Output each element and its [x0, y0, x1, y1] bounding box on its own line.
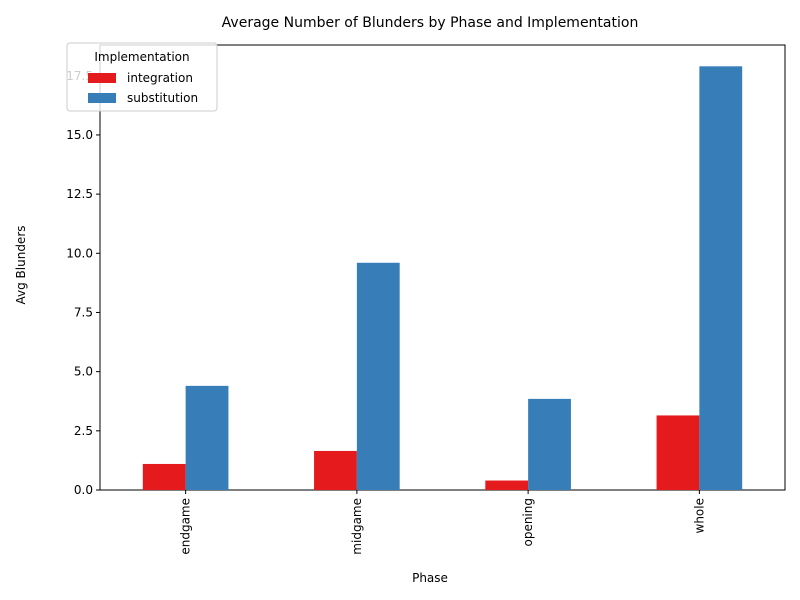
y-tick-label: 2.5	[74, 424, 93, 438]
plot-frame	[99, 44, 786, 491]
y-tick-label: 5.0	[74, 365, 93, 379]
bar-substitution-midgame	[356, 262, 400, 490]
bar-integration-midgame	[314, 450, 357, 490]
y-tick-label: 12.5	[66, 187, 93, 201]
x-axis: endgame midgame opening whole	[179, 490, 706, 555]
x-tick-label-whole: whole	[692, 498, 706, 533]
legend-swatch-integration	[88, 73, 116, 83]
plot-area	[99, 44, 786, 491]
x-tick-label-endgame: endgame	[179, 498, 193, 555]
bars	[142, 66, 743, 490]
legend-swatch-substitution	[88, 93, 116, 103]
legend: Implementation integration substitution	[66, 42, 218, 112]
legend-title: Implementation	[94, 50, 189, 64]
bar-integration-whole	[656, 415, 700, 490]
y-tick-label: 15.0	[66, 128, 93, 142]
x-tick-label-midgame: midgame	[350, 498, 364, 555]
bar-substitution-whole	[699, 66, 743, 490]
y-tick-label: 0.0	[74, 483, 93, 497]
bar-integration-endgame	[142, 463, 186, 490]
bar-substitution-opening	[528, 398, 571, 490]
bar-substitution-endgame	[185, 385, 229, 490]
chart-title: Average Number of Blunders by Phase and …	[222, 15, 639, 31]
y-tick-label: 10.0	[66, 246, 93, 260]
legend-items: integration substitution	[88, 71, 198, 105]
legend-label-substitution: substitution	[127, 91, 198, 105]
x-tick-label-opening: opening	[521, 498, 535, 547]
y-axis-title: Avg Blunders	[14, 225, 28, 304]
bar-integration-opening	[485, 480, 529, 490]
y-axis: 0.02.55.07.510.012.515.017.5	[66, 69, 100, 497]
x-axis-title: Phase	[412, 571, 448, 585]
y-tick-label: 7.5	[74, 305, 93, 319]
legend-label-integration: integration	[127, 71, 193, 85]
